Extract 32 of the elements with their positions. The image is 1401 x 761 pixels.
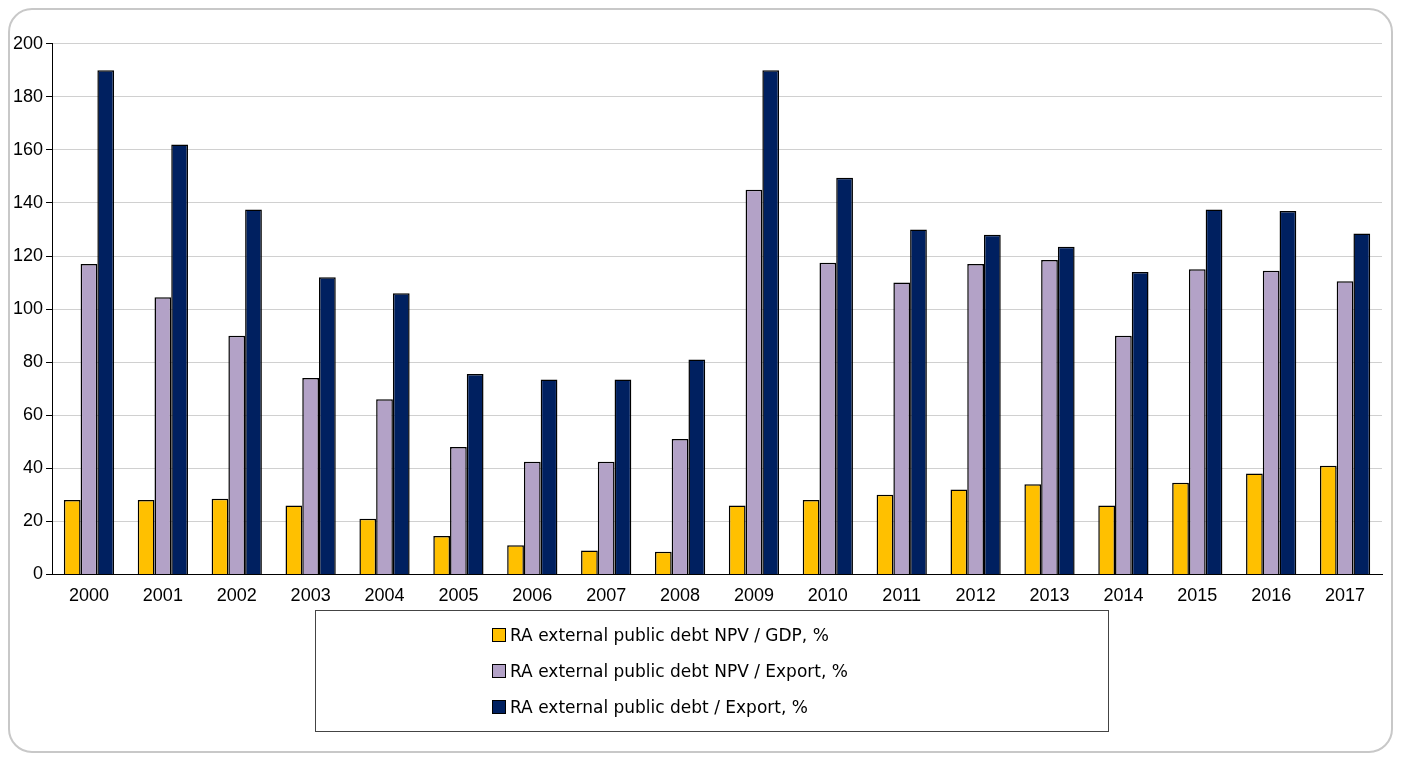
y-tick-label: 180 xyxy=(12,85,44,106)
x-tick-label: 2008 xyxy=(660,585,701,606)
y-tick-label: 0 xyxy=(33,563,44,584)
y-tick-label: 160 xyxy=(12,138,44,159)
x-tick-label: 2015 xyxy=(1177,585,1218,606)
legend-label: RA external public debt NPV / GDP, % xyxy=(510,625,829,645)
x-tick-label: 2013 xyxy=(1029,585,1070,606)
legend-label: RA external public debt / Export, % xyxy=(510,697,808,717)
y-tick-label: 80 xyxy=(23,351,44,372)
x-tick-label: 2000 xyxy=(68,585,109,606)
y-tick-label: 140 xyxy=(12,191,44,212)
y-tick-label: 40 xyxy=(23,457,44,478)
y-tick-label: 120 xyxy=(12,245,44,266)
x-tick-label: 2014 xyxy=(1103,585,1144,606)
y-tick-label: 200 xyxy=(12,32,44,53)
legend-label: RA external public debt NPV / Export, % xyxy=(510,661,848,681)
x-tick-label: 2001 xyxy=(142,585,183,606)
x-tick-label: 2007 xyxy=(586,585,627,606)
x-tick-label: 2016 xyxy=(1251,585,1292,606)
y-tick-label: 20 xyxy=(23,510,44,531)
y-tick-label: 60 xyxy=(23,404,44,425)
y-tick-label: 100 xyxy=(12,298,44,319)
x-tick-label: 2006 xyxy=(512,585,553,606)
x-tick-label: 2005 xyxy=(438,585,479,606)
x-tick-label: 2003 xyxy=(290,585,331,606)
x-tick-label: 2012 xyxy=(955,585,996,606)
x-tick-label: 2002 xyxy=(216,585,257,606)
x-tick-label: 2009 xyxy=(733,585,774,606)
x-tick-label: 2010 xyxy=(807,585,848,606)
x-tick-label: 2004 xyxy=(364,585,405,606)
x-tick-label: 2011 xyxy=(882,585,922,606)
x-tick-label: 2017 xyxy=(1325,585,1366,606)
